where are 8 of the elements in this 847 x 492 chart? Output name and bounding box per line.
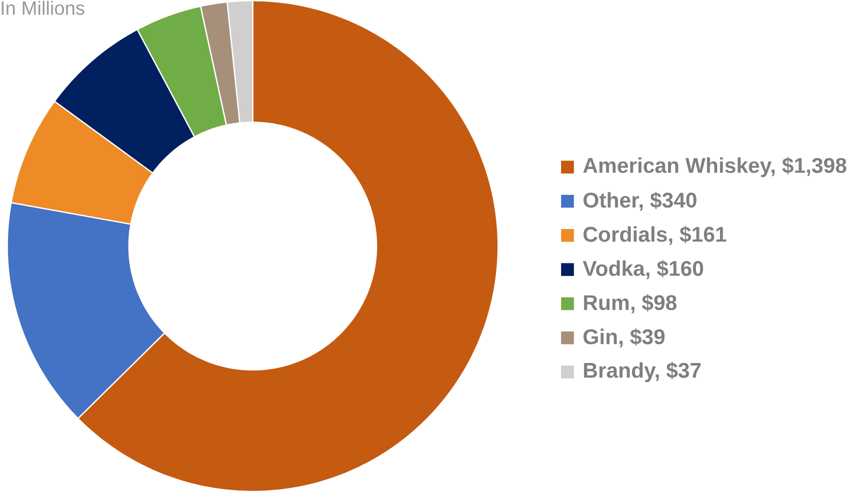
legend-label: Cordials, $161 bbox=[584, 226, 726, 245]
legend-label: Gin, $39 bbox=[584, 328, 665, 348]
legend-label: Brandy, $37 bbox=[584, 362, 701, 382]
legend-label: American Whiskey, $1,398 bbox=[583, 156, 846, 178]
legend-label: Rum, $98 bbox=[584, 294, 677, 314]
chart-subtitle: In Millions bbox=[2, 0, 84, 15]
legend-label: Other, $340 bbox=[584, 192, 696, 211]
legend-label: Vodka, $160 bbox=[582, 260, 704, 280]
